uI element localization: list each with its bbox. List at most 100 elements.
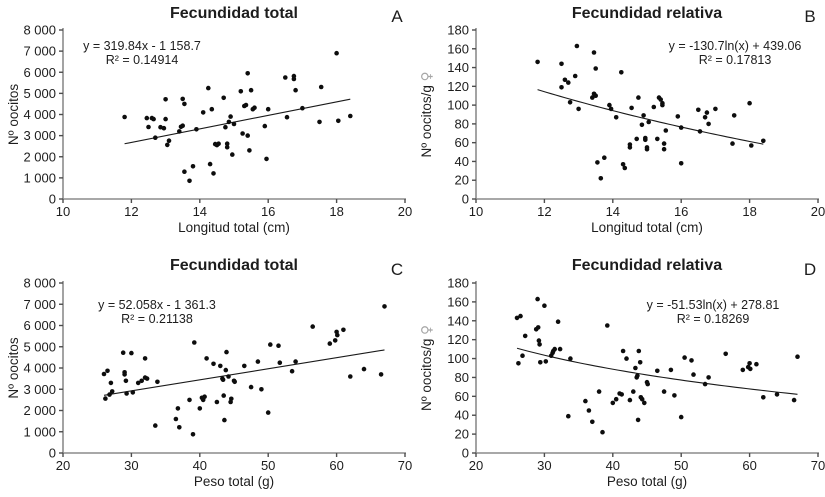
data-point	[586, 408, 592, 413]
x-axis-label: Longitud total (cm)	[178, 220, 290, 235]
data-point	[180, 96, 185, 102]
data-point	[190, 432, 196, 437]
data-point	[243, 102, 249, 108]
x-tick-label: 40	[606, 458, 620, 473]
scatter-chart-B: Fecundidad relativa B 0 20 40 60 80 100 120 140 16…	[419, 5, 825, 235]
data-point	[248, 384, 254, 390]
data-point	[182, 169, 187, 174]
data-point	[120, 350, 126, 355]
y-axis-label: Nº oocitos/g ♀	[419, 71, 435, 157]
data-point	[538, 360, 543, 365]
data-point	[629, 105, 634, 111]
y-tick-label: 4 000	[23, 107, 56, 122]
data-points	[122, 50, 353, 184]
x-tick-label: 12	[124, 204, 138, 219]
y-tick-label: 7 000	[23, 44, 56, 59]
data-point	[600, 429, 605, 435]
data-point	[706, 121, 711, 127]
data-point	[122, 114, 127, 120]
data-point	[318, 84, 324, 90]
data-point	[200, 110, 206, 115]
data-point	[697, 129, 703, 134]
data-point	[566, 80, 571, 85]
data-point	[574, 43, 580, 49]
chart-title: Fecundidad total	[170, 5, 298, 22]
data-point	[187, 397, 192, 403]
y-tick-label: 3 000	[23, 382, 56, 397]
data-point	[658, 97, 663, 102]
data-point	[153, 423, 158, 428]
data-point	[245, 133, 250, 138]
data-point	[153, 135, 158, 140]
data-point	[206, 85, 211, 91]
data-point	[165, 142, 170, 148]
x-tick-label: 60	[329, 458, 343, 473]
data-point	[591, 50, 597, 55]
female-symbol-icon: ♀	[419, 71, 435, 81]
data-point	[583, 398, 588, 404]
y-tick-label: 100	[447, 351, 469, 366]
data-point	[661, 389, 667, 394]
x-tick-label: 30	[537, 458, 551, 473]
data-point	[231, 121, 237, 127]
y-tick-label: 140	[447, 313, 469, 328]
data-point	[105, 368, 110, 374]
r2-label: R² = 0.21138	[121, 312, 193, 326]
data-point	[675, 114, 681, 119]
data-point	[177, 425, 182, 430]
chart-title: Fecundidad total	[170, 257, 298, 274]
data-point	[593, 93, 598, 98]
data-point	[566, 413, 571, 419]
data-point	[620, 162, 626, 167]
chart-title: Fecundidad relativa	[572, 5, 722, 22]
data-point	[542, 303, 547, 308]
data-point	[749, 143, 754, 148]
data-point	[230, 152, 235, 157]
trend-curve	[537, 89, 764, 145]
data-point	[624, 356, 629, 361]
r2-label: R² = 0.17813	[699, 53, 772, 67]
data-point	[651, 104, 657, 110]
data-point	[522, 333, 528, 339]
data-point	[238, 89, 244, 94]
panel-letter: C	[391, 260, 403, 279]
data-point	[177, 129, 182, 134]
data-point	[223, 367, 229, 373]
data-point	[144, 376, 150, 381]
data-point	[221, 393, 226, 398]
panel-letter: A	[391, 7, 403, 26]
data-point	[300, 105, 305, 111]
data-point	[139, 378, 144, 384]
data-point	[182, 101, 187, 107]
data-point	[619, 70, 624, 75]
data-point	[627, 142, 633, 147]
x-tick-label: 50	[261, 458, 275, 473]
x-tick-label: 16	[674, 204, 688, 219]
data-point	[259, 387, 264, 392]
data-point	[293, 359, 298, 364]
data-point	[602, 155, 607, 160]
x-tick-labels: 20 30 40 50 60 70	[469, 453, 825, 473]
data-point	[264, 156, 269, 162]
data-point	[202, 394, 207, 399]
equation-label: y = -51.53ln(x) + 278.81	[647, 298, 780, 312]
y-tick-label: 4 000	[23, 361, 56, 376]
data-point	[135, 380, 141, 386]
data-point	[536, 338, 542, 343]
data-point	[704, 110, 710, 115]
y-tick-label: 60	[455, 135, 469, 150]
data-point	[218, 363, 223, 369]
data-point	[514, 315, 520, 321]
data-point	[795, 354, 800, 359]
data-point	[643, 135, 648, 141]
data-point	[245, 71, 250, 76]
data-point	[552, 346, 557, 352]
data-point	[190, 164, 196, 169]
r2-label: R² = 0.14914	[106, 53, 179, 67]
data-point	[691, 372, 696, 377]
data-point	[635, 417, 641, 423]
y-tick-label: 80	[455, 116, 469, 131]
data-point	[689, 358, 694, 363]
data-points	[535, 43, 766, 181]
